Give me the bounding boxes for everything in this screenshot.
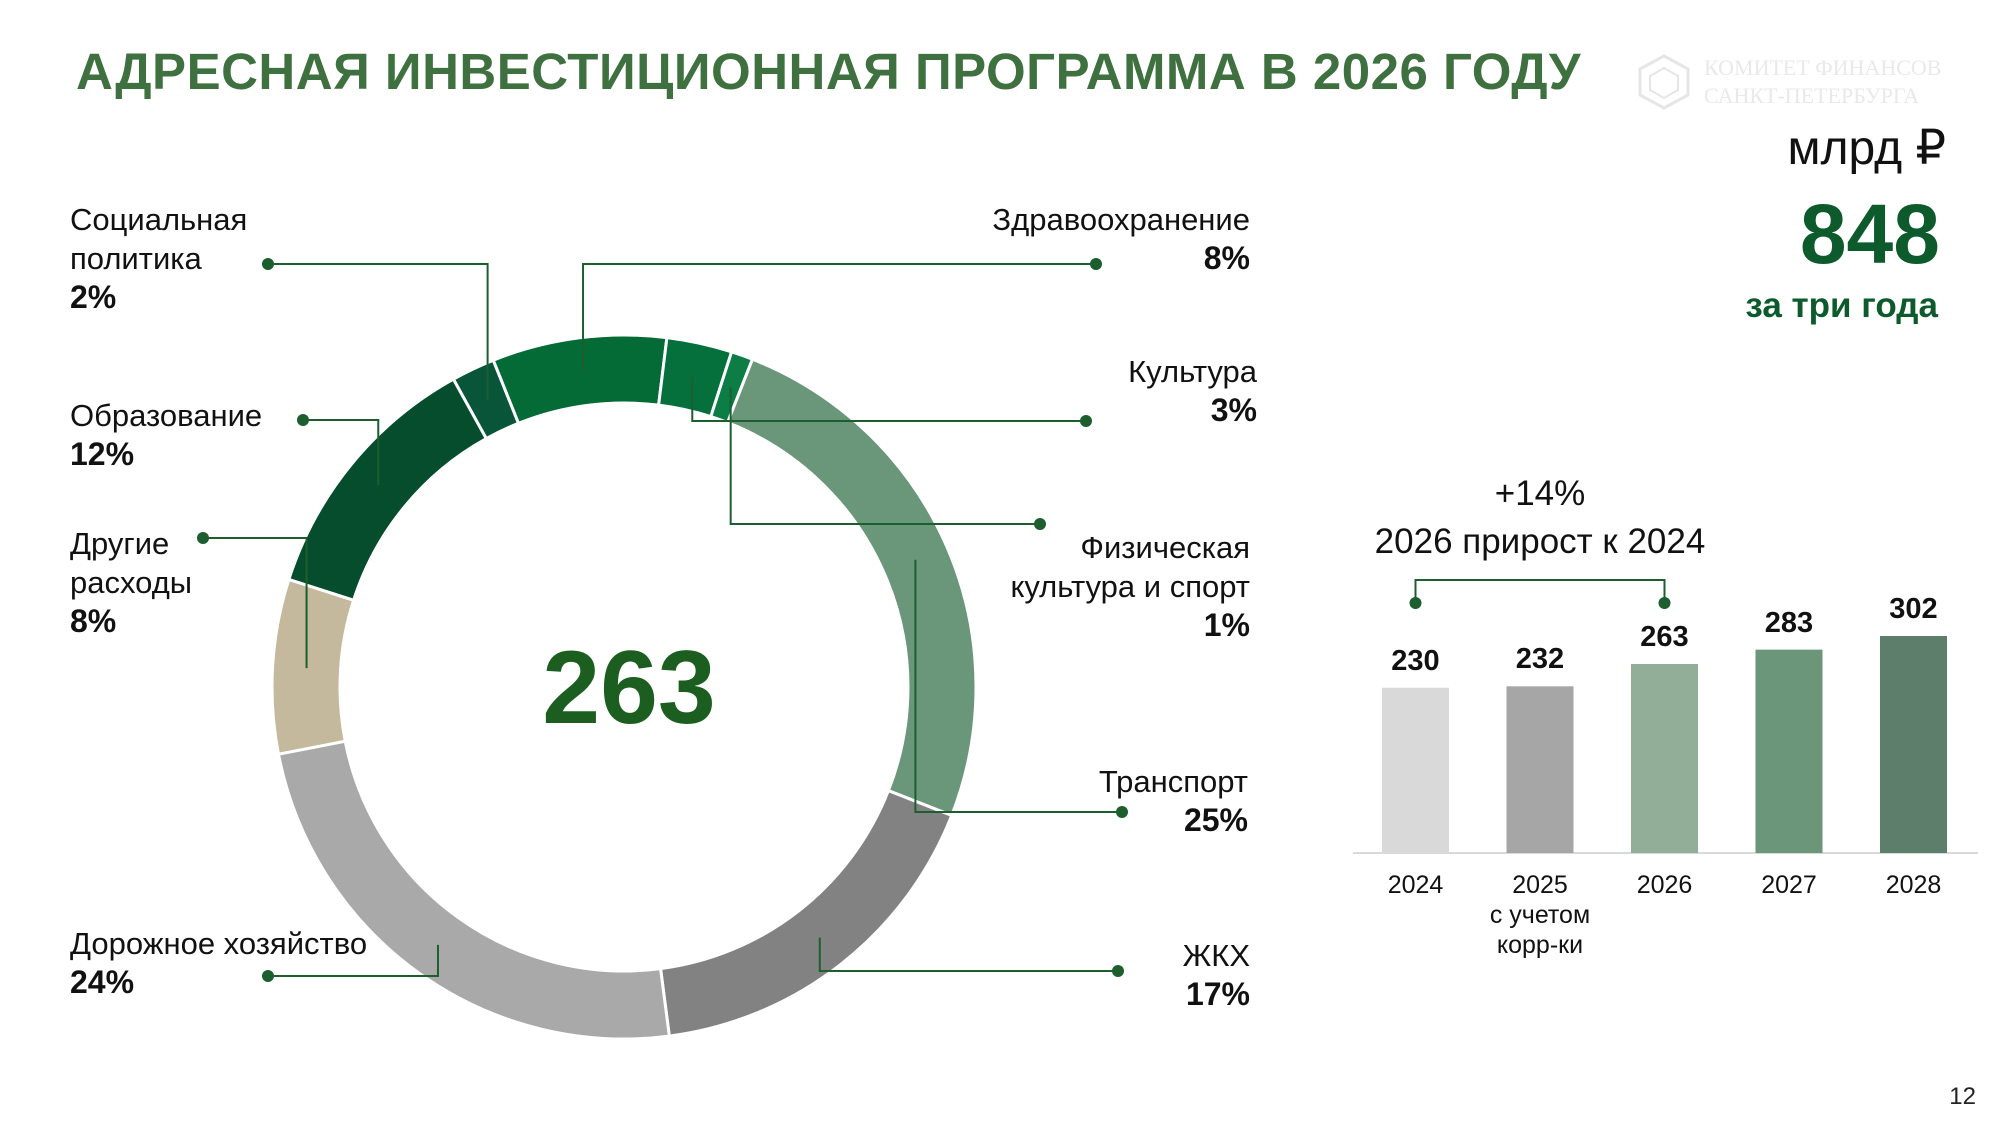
bar <box>1880 636 1947 853</box>
watermark-line-2: САНКТ-ПЕТЕРБУРГА <box>1704 83 1920 108</box>
segment-name: Здравоохранение <box>992 202 1250 237</box>
leader-dot <box>262 258 274 270</box>
segment-label: Другие расходы 8% <box>70 524 192 641</box>
segment-name: Другие <box>70 526 170 561</box>
donut-center-value: 263 <box>542 630 716 746</box>
bar <box>1506 686 1574 853</box>
leader-line <box>729 387 1040 525</box>
segment-percent: 1% <box>1203 607 1250 643</box>
segment-name: Культура <box>1128 354 1257 389</box>
leader-line <box>582 263 1096 372</box>
segment-name: культура и спорт <box>1010 569 1250 604</box>
segment-percent: 8% <box>70 603 117 639</box>
bar <box>1755 649 1823 853</box>
watermark-line-1: КОМИТЕТ ФИНАНСОВ <box>1704 55 1942 80</box>
bar-value-label: 232 <box>1515 643 1565 676</box>
bar-category-label: 2025 с учетом корр-ки <box>1470 870 1610 960</box>
bar-value-label: 230 <box>1391 644 1440 677</box>
segment-percent: 24% <box>70 964 135 1000</box>
three-year-total: 848 <box>1799 187 1940 281</box>
segment-label: Социальная политика 2% <box>70 200 247 317</box>
leader-dot <box>1090 258 1102 270</box>
segment-label: Физическая культура и спорт 1% <box>1010 528 1250 645</box>
growth-note: +14% 2026 прирост к 2024 <box>1360 470 1720 566</box>
bar-category-label: 2027 <box>1719 870 1859 900</box>
bar <box>1631 664 1698 853</box>
leader-line <box>818 937 1118 972</box>
bracket-dot <box>1409 597 1422 609</box>
watermark: КОМИТЕТ ФИНАНСОВ САНКТ-ПЕТЕРБУРГА <box>1634 48 1974 118</box>
leader-line <box>268 263 489 400</box>
growth-percent: +14% <box>1494 474 1586 513</box>
page-title: АДРЕСНАЯ ИНВЕСТИЦИОННАЯ ПРОГРАММА В 2026… <box>76 43 1581 100</box>
bar-category-line: 2024 <box>1387 871 1444 899</box>
bar-category-line: 2026 <box>1636 871 1693 899</box>
bar-category-line: 2027 <box>1761 871 1817 899</box>
segment-percent: 2% <box>70 279 117 315</box>
growth-caption: 2026 прирост к 2024 <box>1374 522 1706 561</box>
bar-value-label: 283 <box>1764 606 1814 639</box>
segment-name: Физическая <box>1080 530 1250 565</box>
bar-value-label: 263 <box>1640 621 1689 654</box>
leader-dot <box>1080 415 1092 427</box>
leader-dot <box>1112 965 1124 977</box>
leader-dot <box>1034 518 1046 530</box>
bar-category-line: 2028 <box>1885 871 1942 899</box>
segment-percent: 3% <box>1210 392 1257 428</box>
segment-label: ЖКХ 17% <box>1183 936 1250 1014</box>
emblem-icon <box>1638 54 1690 110</box>
segment-name: Дорожное хозяйство <box>70 926 368 961</box>
leader-dot <box>197 532 209 544</box>
leader-line <box>691 376 1086 422</box>
segment-percent: 17% <box>1185 976 1250 1012</box>
leader-line <box>203 537 308 669</box>
bar-category-line: с учетом <box>1489 901 1591 929</box>
page-number: 12 <box>1949 1083 1976 1110</box>
segment-name: ЖКХ <box>1182 938 1250 973</box>
segment-name: расходы <box>70 565 193 600</box>
leader-dot <box>297 414 309 426</box>
bar-category-label: 2028 <box>1844 870 1984 900</box>
segment-name: Транспорт <box>1098 764 1248 799</box>
segment-label: Здравоохранение 8% <box>992 200 1250 278</box>
segment-name: Образование <box>70 398 263 433</box>
growth-bracket <box>1414 579 1666 603</box>
leader-dot <box>262 970 274 982</box>
segment-label: Образование 12% <box>70 396 262 474</box>
leader-line <box>303 419 380 486</box>
segment-percent: 8% <box>1203 240 1250 276</box>
segment-percent: 25% <box>1183 802 1248 838</box>
bar-category-label: 2026 <box>1595 870 1735 900</box>
unit-label: млрд ₽ <box>1787 122 1946 175</box>
segment-label: Культура 3% <box>1128 352 1257 430</box>
segment-label: Дорожное хозяйство 24% <box>70 924 367 1002</box>
donut-segment <box>286 377 489 603</box>
bar-category-line: 2025 <box>1512 871 1568 899</box>
leader-dot <box>1116 806 1128 818</box>
three-year-caption: за три года <box>1745 286 1938 325</box>
bar <box>1382 687 1449 853</box>
bar-category-label: 2024 <box>1346 870 1486 900</box>
segment-label: Транспорт 25% <box>1099 762 1248 840</box>
segment-name: политика <box>70 241 202 276</box>
bracket-dot <box>1658 597 1671 609</box>
segment-name: Социальная <box>70 202 248 237</box>
leader-line <box>268 944 439 977</box>
bar-category-line: корр-ки <box>1496 931 1584 959</box>
leader-line <box>914 559 1122 813</box>
bar-value-label: 302 <box>1889 593 1938 625</box>
segment-percent: 12% <box>70 436 135 472</box>
